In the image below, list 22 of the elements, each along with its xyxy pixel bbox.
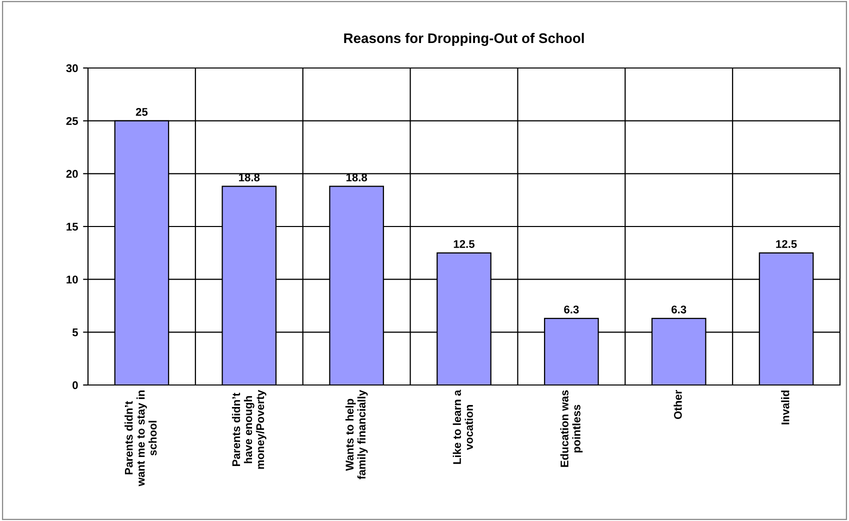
y-tick-label: 30 — [66, 64, 78, 72]
data-label: 25 — [136, 108, 148, 116]
data-label: 18.8 — [346, 174, 368, 182]
x-tick-label: Like to learn a vocation — [452, 390, 473, 464]
data-label: 18.8 — [239, 174, 260, 182]
y-tick-label: 20 — [66, 170, 78, 178]
y-tick-label: 10 — [66, 276, 78, 284]
x-tick-label: Wants to help family financially — [345, 390, 368, 480]
chart-title: Reasons for Dropping-Out of School — [344, 32, 584, 46]
x-tick-label: Other — [674, 390, 682, 420]
x-tick-label: Education was pointless — [560, 390, 583, 467]
data-label: 12.5 — [776, 240, 797, 248]
x-tick-label: Parents didn’t want me to stay in school — [124, 390, 157, 486]
y-tick-label: 0 — [72, 381, 78, 390]
data-label: 6.3 — [564, 306, 579, 314]
data-label: 12.5 — [454, 240, 475, 248]
x-tick-label: Invalid — [781, 390, 790, 424]
y-tick-label: 15 — [66, 222, 78, 231]
data-label: 6.3 — [672, 306, 686, 314]
y-tick-label: 25 — [66, 117, 78, 125]
y-tick-label: 5 — [72, 328, 78, 336]
x-tick-label: Parents didn’t have enough money/Poverty — [232, 390, 266, 469]
